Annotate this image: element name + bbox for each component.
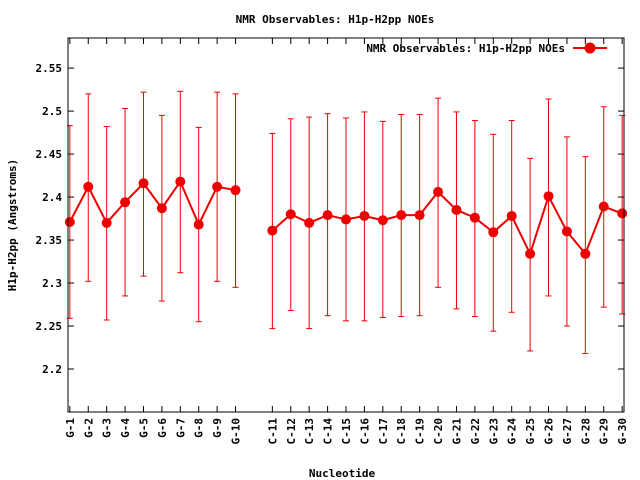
data-point bbox=[322, 210, 333, 221]
data-point bbox=[359, 210, 370, 221]
x-tick-label: G-9 bbox=[211, 418, 224, 438]
x-tick-label: C-12 bbox=[285, 418, 298, 445]
data-point bbox=[414, 210, 425, 221]
series-line bbox=[68, 179, 236, 227]
data-point bbox=[580, 248, 591, 259]
x-tick-label: G-7 bbox=[174, 418, 187, 438]
data-point bbox=[433, 186, 444, 197]
x-tick-label: C-20 bbox=[432, 418, 445, 445]
data-point bbox=[101, 217, 112, 228]
x-tick-label: G-1 bbox=[64, 418, 77, 438]
series-line bbox=[271, 190, 623, 257]
y-tick-label: 2.35 bbox=[36, 234, 63, 247]
y-tick-label: 2.5 bbox=[42, 105, 62, 118]
x-tick-label: C-13 bbox=[303, 418, 316, 445]
x-tick-label: G-27 bbox=[561, 418, 574, 445]
x-axis-label: Nucleotide bbox=[309, 467, 376, 480]
data-point bbox=[138, 178, 149, 189]
data-point bbox=[469, 212, 480, 223]
data-point bbox=[617, 208, 628, 219]
data-point bbox=[304, 217, 315, 228]
y-tick-label: 2.4 bbox=[42, 191, 62, 204]
x-tick-label: C-15 bbox=[340, 418, 353, 445]
x-tick-label: G-25 bbox=[524, 418, 537, 445]
x-tick-label: C-17 bbox=[377, 418, 390, 445]
data-point bbox=[230, 185, 241, 196]
data-point bbox=[543, 191, 554, 202]
data-point bbox=[212, 181, 223, 192]
data-point bbox=[451, 204, 462, 215]
x-tick-label: G-5 bbox=[137, 418, 150, 438]
x-tick-label: G-24 bbox=[506, 418, 519, 445]
data-point bbox=[193, 219, 204, 230]
legend-label: NMR Observables: H1p-H2pp NOEs bbox=[366, 42, 565, 55]
data-point bbox=[156, 203, 167, 214]
x-axis-ticks: G-1 G-2 G-3 G-4 G-5 G-6 G-7 G-8 G-9 G-10 C-11 C-12 C… bbox=[64, 38, 629, 445]
y-tick-label: 2.55 bbox=[36, 62, 63, 75]
legend: NMR Observables: H1p-H2pp NOEs bbox=[366, 42, 607, 55]
x-tick-label: C-11 bbox=[266, 418, 279, 445]
x-tick-label: G-10 bbox=[230, 418, 243, 445]
x-tick-label: C-18 bbox=[395, 418, 408, 445]
series-points bbox=[64, 176, 628, 259]
x-tick-label: G-4 bbox=[119, 418, 132, 438]
data-point bbox=[396, 210, 407, 221]
x-tick-label: G-21 bbox=[450, 418, 463, 445]
x-tick-label: G-3 bbox=[101, 418, 114, 438]
data-point bbox=[83, 181, 94, 192]
x-tick-label: C-19 bbox=[414, 418, 427, 445]
y-tick-label: 2.25 bbox=[36, 320, 63, 333]
y-tick-label: 2.2 bbox=[42, 363, 62, 376]
legend-marker bbox=[584, 42, 596, 54]
x-tick-label: G-29 bbox=[598, 418, 611, 445]
x-tick-label: G-28 bbox=[579, 418, 592, 445]
x-tick-label: G-8 bbox=[193, 418, 206, 438]
data-point bbox=[525, 248, 536, 259]
data-point bbox=[561, 226, 572, 237]
data-point bbox=[285, 209, 296, 220]
x-tick-label: G-23 bbox=[487, 418, 500, 445]
y-tick-label: 2.45 bbox=[36, 148, 63, 161]
data-point bbox=[488, 227, 499, 238]
x-tick-label: G-2 bbox=[82, 418, 95, 438]
y-axis-ticks: 2.2 2.25 2.3 2.35 2.4 2.45 2.5 2.55 bbox=[36, 62, 624, 376]
data-point bbox=[267, 225, 278, 236]
x-tick-label: C-16 bbox=[358, 418, 371, 445]
y-tick-label: 2.3 bbox=[42, 277, 62, 290]
chart-title: NMR Observables: H1p-H2pp NOEs bbox=[236, 13, 435, 26]
data-point bbox=[598, 201, 609, 212]
x-tick-label: C-14 bbox=[322, 418, 335, 445]
data-point bbox=[175, 176, 186, 187]
data-point bbox=[506, 210, 517, 221]
data-point bbox=[120, 197, 131, 208]
data-point bbox=[377, 215, 388, 226]
x-tick-label: G-26 bbox=[543, 418, 556, 445]
x-tick-label: G-22 bbox=[469, 418, 482, 445]
x-tick-label: G-6 bbox=[156, 418, 169, 438]
data-point bbox=[64, 216, 75, 227]
x-tick-label: G-30 bbox=[616, 418, 629, 445]
data-point bbox=[341, 214, 351, 225]
plot-frame bbox=[67, 37, 625, 413]
y-axis-label: H1p-H2pp (Angstroms) bbox=[6, 159, 19, 291]
